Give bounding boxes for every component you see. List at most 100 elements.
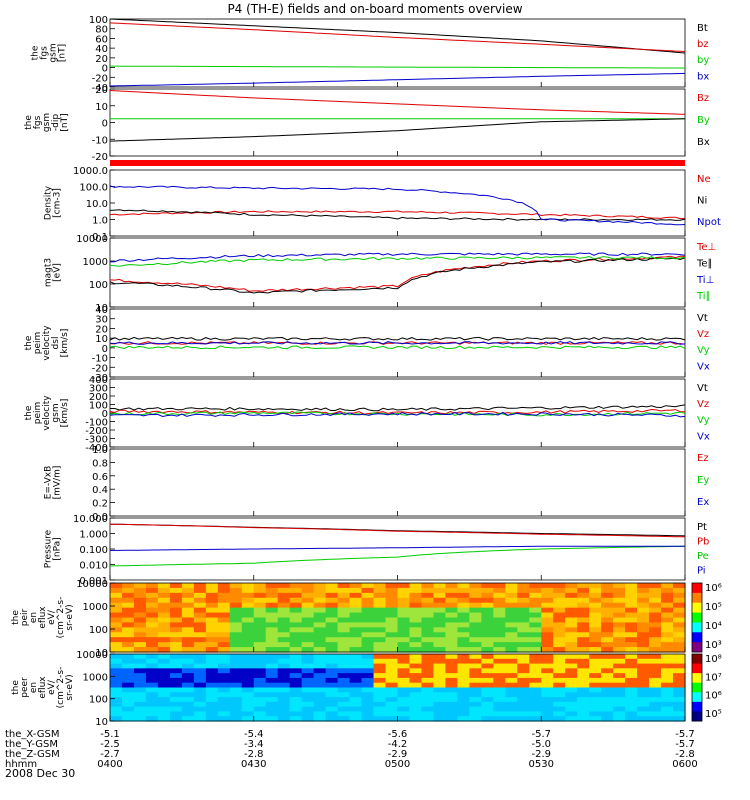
heatmap-cell xyxy=(445,706,458,713)
heatmap-cell xyxy=(457,682,470,689)
heatmap-cell xyxy=(277,663,291,669)
heatmap-cell xyxy=(193,701,207,708)
heatmap-cell xyxy=(313,677,327,684)
heatmap-cell xyxy=(649,677,662,684)
heatmap-cell xyxy=(445,632,458,638)
y-tick-label: 1000 xyxy=(83,672,108,683)
ephemeris-value: 0430 xyxy=(241,759,266,770)
heatmap-cell xyxy=(157,682,171,689)
heatmap-cell xyxy=(601,716,614,722)
heatmap-cell xyxy=(181,602,195,609)
y-tick-label: -200 xyxy=(85,426,108,437)
heatmap-cell xyxy=(565,583,578,589)
heatmap-cell xyxy=(301,622,315,628)
heatmap-cell xyxy=(577,677,590,684)
heatmap-cell xyxy=(313,682,327,689)
heatmap-cell xyxy=(241,632,255,638)
heatmap-cell xyxy=(241,716,255,722)
heatmap-cell xyxy=(217,687,231,693)
heatmap-cell xyxy=(349,706,363,713)
heatmap-cell xyxy=(409,627,423,633)
heatmap-cell xyxy=(445,673,458,679)
heatmap-cell xyxy=(409,687,423,693)
heatmap-cell xyxy=(433,617,447,624)
heatmap-cell xyxy=(397,673,411,679)
heatmap-cell xyxy=(277,716,291,722)
heatmap-cell xyxy=(661,716,674,722)
heatmap-cell xyxy=(589,716,602,722)
heatmap-cell xyxy=(217,701,231,708)
heatmap-cell xyxy=(110,706,123,713)
heatmap-cell xyxy=(301,607,315,614)
heatmap-cell xyxy=(517,583,530,589)
heatmap-cell xyxy=(601,711,614,717)
heatmap-cell xyxy=(397,647,411,653)
heatmap-cell xyxy=(409,587,423,594)
heatmap-cell xyxy=(589,711,602,717)
heatmap-cell xyxy=(577,617,590,624)
y-tick-label: 400 xyxy=(89,375,108,386)
heatmap-cell xyxy=(661,673,674,679)
heatmap-cell xyxy=(673,617,686,624)
heatmap-cell xyxy=(193,602,207,609)
heatmap-cell xyxy=(205,697,219,703)
heatmap-cell xyxy=(505,687,518,693)
heatmap-cell xyxy=(625,597,638,604)
heatmap-cell xyxy=(133,692,147,698)
heatmap-cell xyxy=(625,711,638,717)
heatmap-cell xyxy=(181,697,195,703)
heatmap-cell xyxy=(673,627,686,633)
heatmap-cell xyxy=(145,637,159,643)
heatmap-cell xyxy=(265,622,279,628)
heatmap-cell xyxy=(289,658,303,665)
heatmap-cell xyxy=(133,642,147,648)
heatmap-cell xyxy=(193,612,207,619)
heatmap-cell xyxy=(613,673,626,679)
heatmap-cell xyxy=(301,627,315,633)
heatmap-cell xyxy=(265,654,279,660)
heatmap-cell xyxy=(529,602,542,609)
heatmap-cell xyxy=(481,677,494,684)
legend-label: Te∥ xyxy=(696,258,713,269)
heatmap-cell xyxy=(301,617,315,624)
heatmap-cell xyxy=(565,627,578,633)
colorbar-tick-label: 10⁴ xyxy=(705,621,722,632)
heatmap-cell xyxy=(613,654,626,660)
heatmap-cell xyxy=(169,622,183,628)
heatmap-cell xyxy=(133,663,147,669)
heatmap-cell xyxy=(361,607,375,614)
heatmap-cell xyxy=(637,583,650,589)
heatmap-cell xyxy=(577,583,590,589)
heatmap-cell xyxy=(577,701,590,708)
heatmap-cell xyxy=(661,692,674,698)
heatmap-cell xyxy=(229,673,243,679)
heatmap-cell xyxy=(241,711,255,717)
heatmap-cell xyxy=(529,617,542,624)
heatmap-cell xyxy=(265,612,279,619)
heatmap-cell xyxy=(253,592,267,599)
heatmap-cell xyxy=(433,627,447,633)
heatmap-cell xyxy=(661,583,674,589)
heatmap-cell xyxy=(601,622,614,628)
heatmap-cell xyxy=(121,673,135,679)
heatmap-cell xyxy=(313,654,327,660)
heatmap-cell xyxy=(349,637,363,643)
heatmap-cell xyxy=(577,647,590,653)
heatmap-cell xyxy=(541,642,554,648)
heatmap-cell xyxy=(577,682,590,689)
heatmap-cell xyxy=(169,583,183,589)
y-tick-label: 20 xyxy=(95,85,108,96)
heatmap-cell xyxy=(229,706,243,713)
heatmap-cell xyxy=(661,658,674,665)
heatmap-cell xyxy=(110,627,123,633)
heatmap-cell xyxy=(193,697,207,703)
heatmap-cell xyxy=(445,701,458,708)
heatmap-cell xyxy=(421,716,435,722)
heatmap-cell xyxy=(589,687,602,693)
heatmap-cell xyxy=(193,682,207,689)
heatmap-cell xyxy=(289,677,303,684)
heatmap-cell xyxy=(181,632,195,638)
heatmap-cell xyxy=(373,701,387,708)
heatmap-cell xyxy=(457,654,470,660)
legend-label: Vt xyxy=(697,383,708,394)
